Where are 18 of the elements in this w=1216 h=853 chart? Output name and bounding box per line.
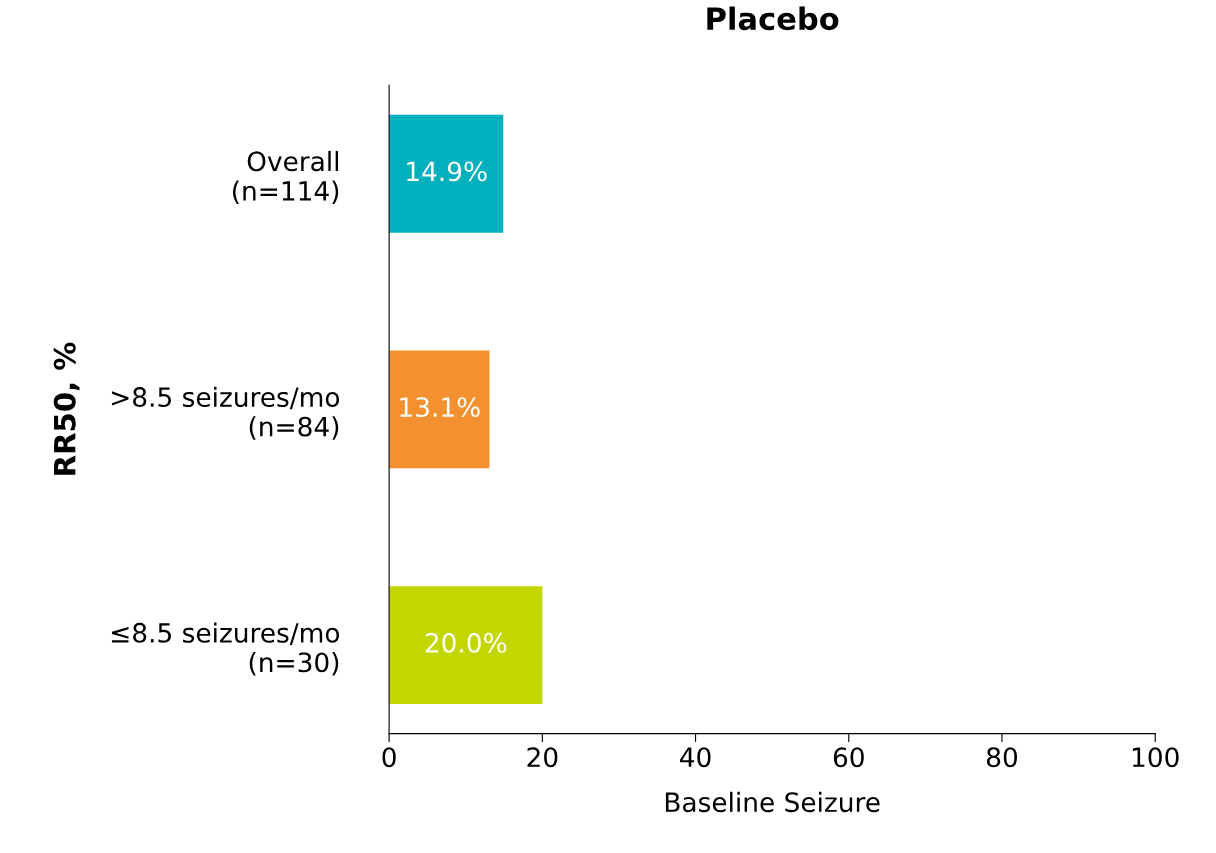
x-tick-label: 0	[382, 747, 396, 768]
x-tick-label: 20	[527, 747, 558, 768]
x-tick-label: 100	[1132, 747, 1179, 768]
y-axis-title: RR50, %	[53, 342, 80, 475]
x-axis-title: Baseline Seizure	[665, 791, 880, 813]
y-tick-label: >8.5 seizures/mo (n=84)	[111, 386, 340, 440]
data-label: 14.9%	[407, 161, 487, 182]
x-tick-label: 40	[680, 747, 711, 768]
x-tick-label: 60	[833, 747, 864, 768]
bar	[389, 350, 490, 469]
data-label: 13.1%	[400, 397, 480, 418]
bar	[389, 114, 504, 233]
data-label: 20.0%	[425, 632, 507, 653]
chart-title: Placebo	[707, 6, 839, 31]
bar	[389, 586, 543, 705]
y-tick-label: ≤8.5 seizures/mo (n=30)	[111, 622, 340, 676]
x-tick-label: 80	[986, 747, 1018, 768]
y-tick-label: Overall (n=114)	[232, 150, 339, 204]
